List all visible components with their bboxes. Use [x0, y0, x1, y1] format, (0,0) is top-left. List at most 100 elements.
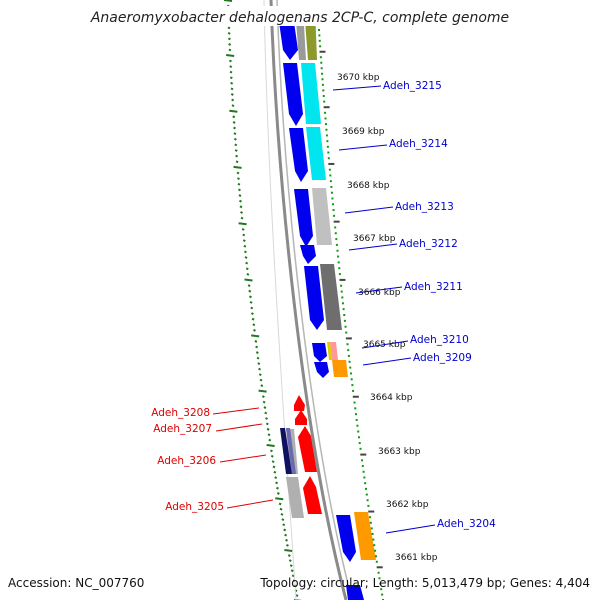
- gene-arrow-adeh-3211[interactable]: [304, 266, 324, 330]
- cog-ring-guides: [263, 0, 297, 601]
- tick-mark: [253, 328, 256, 332]
- cog-bar: [327, 342, 332, 360]
- tick-mark: [246, 272, 250, 276]
- gene-arrow-adeh-3213[interactable]: [294, 189, 313, 247]
- tick-mark: [247, 284, 251, 287]
- tick-mark: [279, 507, 283, 511]
- gene-band: [286, 428, 296, 474]
- tick-mark: [254, 340, 258, 343]
- tick-mark: [240, 211, 243, 214]
- tick-mark: [284, 548, 293, 552]
- gene-arrow-adeh-3209[interactable]: [314, 362, 329, 378]
- gene-label-adeh-3215[interactable]: Adeh_3215: [383, 80, 442, 92]
- tick-mark: [237, 182, 241, 186]
- tick-mark: [228, 43, 232, 46]
- gene-label-adeh-3204[interactable]: Adeh_3204: [437, 518, 496, 530]
- tick-mark: [242, 239, 246, 243]
- tick-mark: [229, 76, 233, 80]
- gene-label-adeh-3208[interactable]: Adeh_3208: [151, 407, 210, 419]
- gene-arrow-adeh-3212[interactable]: [300, 245, 316, 264]
- gene-arrow-adeh-3204[interactable]: [336, 515, 356, 562]
- tick-mark: [231, 98, 235, 102]
- gene-arrow-adeh-3214[interactable]: [289, 128, 308, 182]
- tick-mark: [234, 149, 238, 152]
- gene-arrow-adeh-3210[interactable]: [312, 343, 327, 362]
- tick-mark: [275, 497, 284, 501]
- tick-mark: [282, 523, 286, 527]
- gene-label-adeh-3213[interactable]: Adeh_3213: [395, 201, 454, 213]
- outer-tick-ring: [223, 0, 303, 602]
- tick-mark: [233, 126, 236, 130]
- tick-mark: [265, 417, 268, 420]
- gene-label-adeh-3210[interactable]: Adeh_3210: [410, 334, 469, 346]
- tick-mark: [281, 518, 285, 521]
- tick-mark: [243, 244, 247, 248]
- tick-mark: [233, 165, 242, 169]
- cog-bar: [320, 264, 342, 330]
- tick-mark: [276, 492, 280, 495]
- gene-label-adeh-3206[interactable]: Adeh_3206: [157, 455, 216, 467]
- tick-mark: [250, 306, 254, 310]
- gene-label-adeh-3207[interactable]: Adeh_3207: [153, 423, 212, 435]
- gene-arrow-adeh-3205[interactable]: [303, 476, 322, 514]
- tick-mark: [265, 422, 269, 426]
- tick-mark: [266, 427, 270, 431]
- tick-mark: [241, 227, 245, 231]
- tick-mark: [250, 312, 254, 315]
- gene-label-adeh-3212[interactable]: Adeh_3212: [399, 238, 458, 250]
- tick-mark: [245, 261, 249, 265]
- tick-mark: [223, 0, 233, 2]
- tick-mark: [266, 444, 275, 448]
- gene-label-adeh-3214[interactable]: Adeh_3214: [389, 138, 448, 150]
- tick-mark: [280, 513, 284, 516]
- tick-mark: [234, 143, 238, 147]
- reverse-gene-labels: Adeh_3208 Adeh_3207 Adeh_3206 Adeh_3205: [151, 407, 274, 513]
- tick-mark: [270, 454, 274, 458]
- gene-arrow[interactable]: [346, 585, 364, 600]
- tick-mark: [235, 160, 239, 164]
- gene-arrow-adeh-3206[interactable]: [298, 426, 317, 472]
- forward-gene-labels: Adeh_3215 Adeh_3214 Adeh_3213 Adeh_3212 …: [332, 80, 496, 534]
- tick-mark: [229, 65, 233, 68]
- tick-mark: [233, 137, 237, 141]
- cog-bar: [330, 342, 338, 360]
- map-title: Anaeromyxobacter dehalogenans 2CP-C, com…: [90, 10, 509, 26]
- tick-mark: [228, 59, 232, 63]
- tick-mark: [255, 345, 259, 349]
- gene-label-adeh-3211[interactable]: Adeh_3211: [404, 281, 463, 293]
- gene-band: [280, 428, 292, 474]
- tick-mark: [255, 351, 259, 354]
- tick-mark: [295, 594, 299, 597]
- tick-mark: [239, 199, 242, 203]
- tick-mark: [244, 278, 253, 282]
- gene-arrow-adeh-3208[interactable]: [294, 395, 305, 411]
- tick-mark: [229, 70, 233, 74]
- tick-mark: [261, 395, 265, 399]
- tick-mark: [248, 289, 252, 293]
- tick-mark: [251, 334, 260, 338]
- tick-mark: [227, 26, 231, 30]
- tick-mark: [245, 267, 249, 271]
- backbone: [269, 0, 353, 601]
- kbp-label: 3668 kbp: [347, 181, 390, 191]
- tick-mark: [286, 543, 289, 547]
- tick-mark: [256, 356, 260, 360]
- tick-mark: [290, 569, 294, 573]
- tick-mark: [228, 48, 232, 52]
- cog-bar: [332, 360, 348, 377]
- tick-mark: [230, 81, 234, 85]
- tick-mark: [248, 295, 252, 299]
- kbp-label: 3669 kbp: [342, 127, 385, 137]
- tick-mark: [238, 222, 247, 226]
- gene-arrow-adeh-3215[interactable]: [283, 63, 303, 126]
- tick-mark: [251, 317, 255, 321]
- tick-mark: [244, 250, 247, 254]
- tick-mark: [285, 538, 288, 542]
- tick-mark: [232, 115, 236, 119]
- gene-label-adeh-3205[interactable]: Adeh_3205: [165, 501, 224, 513]
- tick-mark: [242, 233, 246, 237]
- gene-arrow-adeh-3207[interactable]: [295, 410, 307, 425]
- gene-label-adeh-3209[interactable]: Adeh_3209: [413, 352, 472, 364]
- cog-bar: [306, 127, 326, 180]
